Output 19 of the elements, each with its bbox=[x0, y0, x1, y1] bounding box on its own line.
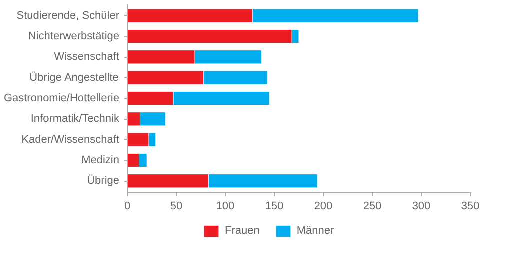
y-tick-label: Übrige bbox=[87, 174, 120, 188]
x-tick-label: 300 bbox=[412, 200, 431, 212]
y-tick-label: Gastronomie/Hottellerie bbox=[4, 92, 120, 104]
x-tick-label: 200 bbox=[314, 200, 333, 212]
x-tick-label: 100 bbox=[216, 200, 235, 212]
x-tick-label: 150 bbox=[265, 200, 284, 212]
x-tick-label: 350 bbox=[461, 200, 480, 212]
y-tick-label: Übrige Angestellte bbox=[30, 70, 119, 84]
legend-label: Männer bbox=[296, 225, 334, 237]
y-tick-label: Studierende, Schüler bbox=[16, 10, 120, 22]
y-tick-label: Nichterwerbstätige bbox=[28, 30, 120, 43]
y-tick-label: Wissenschaft bbox=[54, 51, 120, 64]
x-tick-label: 50 bbox=[170, 200, 183, 212]
y-tick-label: Kader/Wissenschaft bbox=[22, 134, 120, 146]
legend-label: Frauen bbox=[225, 225, 260, 237]
x-tick-label: 250 bbox=[363, 200, 382, 212]
y-tick-label: Informatik/Technik bbox=[30, 113, 120, 126]
x-tick-label: 0 bbox=[124, 200, 131, 212]
y-tick-label: Medizin bbox=[82, 154, 120, 166]
